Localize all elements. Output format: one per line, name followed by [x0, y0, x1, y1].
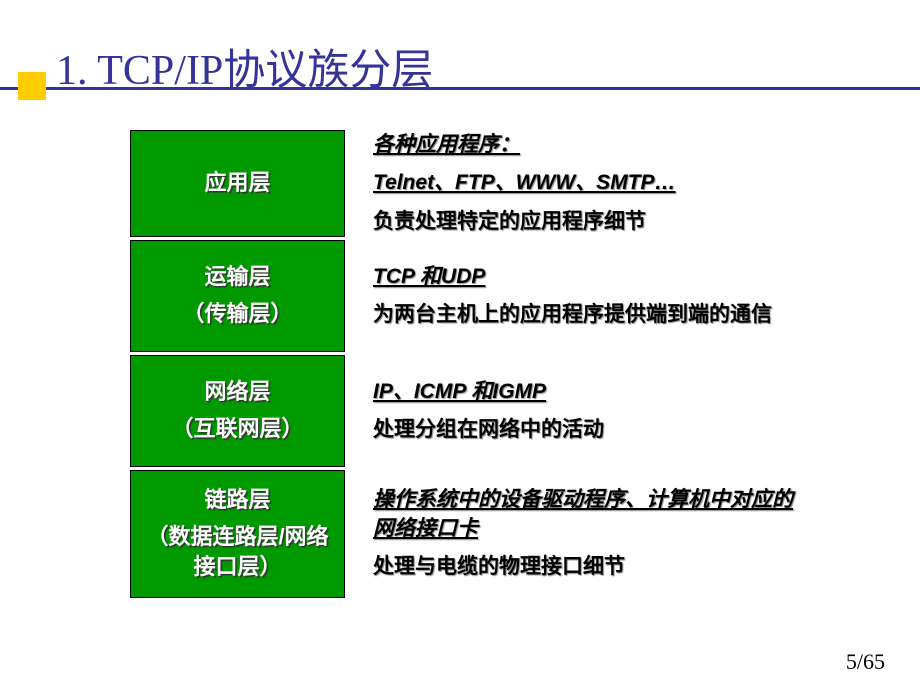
- layer-subname: （互联网层）: [171, 414, 303, 445]
- layer-row: 运输层 （传输层） TCP 和UDP 为两台主机上的应用程序提供端到端的通信: [130, 240, 810, 352]
- desc-text: 各种应用程序：: [373, 131, 810, 159]
- layer-name: 运输层: [204, 262, 270, 293]
- desc-text: 处理分组在网络中的活动: [373, 416, 810, 444]
- desc-text: 操作系统中的设备驱动程序、计算机中对应的网络接口卡: [373, 486, 810, 543]
- desc-text: 负责处理特定的应用程序细节: [373, 208, 810, 236]
- title-bar: 1. TCP/IP协议族分层: [0, 18, 920, 90]
- layers-table: 应用层 各种应用程序： Telnet、FTP、WWW、SMTP… 负责处理特定的…: [130, 130, 810, 601]
- desc-text: 处理与电缆的物理接口细节: [373, 553, 810, 581]
- desc-text: Telnet、FTP、WWW、SMTP…: [373, 169, 810, 197]
- layer-name: 应用层: [204, 168, 270, 199]
- layer-row: 链路层 （数据连路层/网络接口层） 操作系统中的设备驱动程序、计算机中对应的网络…: [130, 470, 810, 598]
- layer-desc: 各种应用程序： Telnet、FTP、WWW、SMTP… 负责处理特定的应用程序…: [345, 130, 810, 237]
- layer-application: 应用层: [130, 130, 345, 237]
- desc-text: 为两台主机上的应用程序提供端到端的通信: [373, 301, 810, 329]
- layer-desc: 操作系统中的设备驱动程序、计算机中对应的网络接口卡 处理与电缆的物理接口细节: [345, 470, 810, 598]
- layer-row: 网络层 （互联网层） IP、ICMP 和IGMP 处理分组在网络中的活动: [130, 355, 810, 467]
- layer-desc: TCP 和UDP 为两台主机上的应用程序提供端到端的通信: [345, 240, 810, 352]
- accent-box: [18, 72, 46, 100]
- page-number: 5/65: [846, 649, 885, 675]
- layer-link: 链路层 （数据连路层/网络接口层）: [130, 470, 345, 598]
- slide-title: 1. TCP/IP协议族分层: [56, 36, 433, 97]
- layer-row: 应用层 各种应用程序： Telnet、FTP、WWW、SMTP… 负责处理特定的…: [130, 130, 810, 237]
- layer-subname: （数据连路层/网络接口层）: [137, 522, 338, 584]
- desc-text: TCP 和UDP: [373, 263, 810, 291]
- layer-subname: （传输层）: [182, 299, 292, 330]
- layer-desc: IP、ICMP 和IGMP 处理分组在网络中的活动: [345, 355, 810, 467]
- layer-name: 网络层: [204, 377, 270, 408]
- layer-name: 链路层: [204, 485, 270, 516]
- layer-network: 网络层 （互联网层）: [130, 355, 345, 467]
- desc-text: IP、ICMP 和IGMP: [373, 378, 810, 406]
- layer-transport: 运输层 （传输层）: [130, 240, 345, 352]
